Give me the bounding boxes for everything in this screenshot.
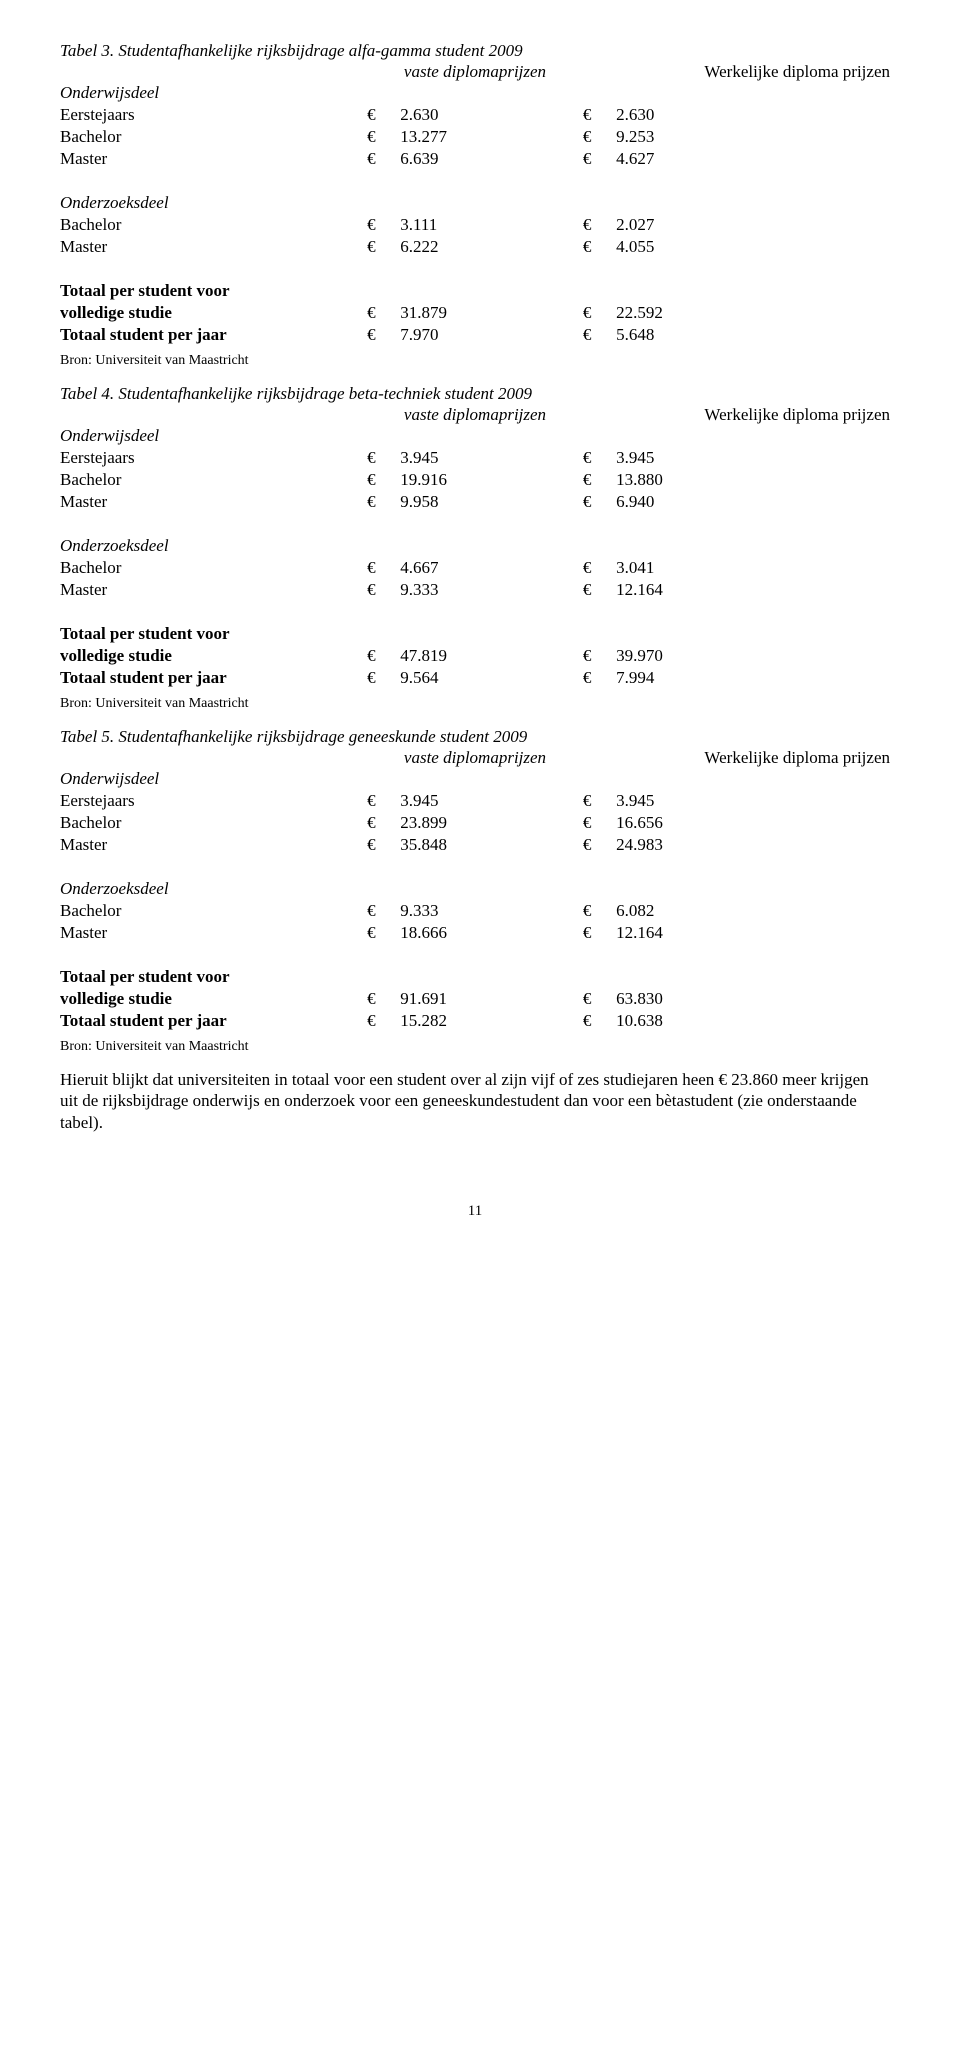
table-row: Master €6.639 €4.627 <box>60 148 890 170</box>
table-row: Master €9.958 €6.940 <box>60 491 890 513</box>
col-header-vaste: vaste diplomaprijzen <box>367 61 583 82</box>
totaal-voor-label: Totaal per student voor <box>60 280 367 302</box>
table-row: Bachelor €23.899 €16.656 <box>60 812 890 834</box>
table-5-title: Tabel 5. Studentafhankelijke rijksbijdra… <box>60 726 890 747</box>
table-row: Eerstejaars €2.630 €2.630 <box>60 104 890 126</box>
table-row: Master €18.666 €12.164 <box>60 922 890 944</box>
table-5: Tabel 5. Studentafhankelijke rijksbijdra… <box>60 726 890 1032</box>
table-row: Master €35.848 €24.983 <box>60 834 890 856</box>
source-note: Bron: Universiteit van Maastricht <box>60 696 890 712</box>
table-row: Totaal student per jaar €9.564 €7.994 <box>60 667 890 689</box>
currency-symbol: € <box>367 104 400 126</box>
source-note: Bron: Universiteit van Maastricht <box>60 1039 890 1055</box>
row-label: Eerstejaars <box>60 104 367 126</box>
table-row: Eerstejaars €3.945 €3.945 <box>60 790 890 812</box>
cell-value: 2.630 <box>400 104 583 126</box>
table-4-title: Tabel 4. Studentafhankelijke rijksbijdra… <box>60 383 890 404</box>
table-row: Bachelor €19.916 €13.880 <box>60 469 890 491</box>
table-row: Bachelor €9.333 €6.082 <box>60 900 890 922</box>
row-label: Master <box>60 148 367 170</box>
table-row: volledige studie €31.879 €22.592 <box>60 302 890 324</box>
currency-symbol: € <box>583 104 616 126</box>
body-paragraph: Hieruit blijkt dat universiteiten in tot… <box>60 1069 890 1133</box>
table-row: Master €9.333 €12.164 <box>60 579 890 601</box>
row-label: Bachelor <box>60 126 367 148</box>
source-note: Bron: Universiteit van Maastricht <box>60 353 890 369</box>
table-row: volledige studie €47.819 €39.970 <box>60 645 890 667</box>
table-row: Totaal student per jaar €7.970 €5.648 <box>60 324 890 346</box>
table-row: Totaal student per jaar €15.282 €10.638 <box>60 1010 890 1032</box>
table-row: Eerstejaars €3.945 €3.945 <box>60 447 890 469</box>
page-number: 11 <box>60 1203 890 1220</box>
table-row: Bachelor €4.667 €3.041 <box>60 557 890 579</box>
section-onderzoeksdeel: Onderzoeksdeel <box>60 192 367 214</box>
cell-value: 2.630 <box>616 104 890 126</box>
table-3: Tabel 3. Studentafhankelijke rijksbijdra… <box>60 40 890 346</box>
col-header-werkelijke: Werkelijke diploma prijzen <box>583 61 890 82</box>
table-row: Bachelor €3.111 €2.027 <box>60 214 890 236</box>
table-row: Master €6.222 €4.055 <box>60 236 890 258</box>
table-4: Tabel 4. Studentafhankelijke rijksbijdra… <box>60 383 890 689</box>
table-row: Bachelor €13.277 €9.253 <box>60 126 890 148</box>
table-3-title: Tabel 3. Studentafhankelijke rijksbijdra… <box>60 40 890 61</box>
table-row: volledige studie €91.691 €63.830 <box>60 988 890 1010</box>
section-onderwijsdeel: Onderwijsdeel <box>60 82 367 104</box>
